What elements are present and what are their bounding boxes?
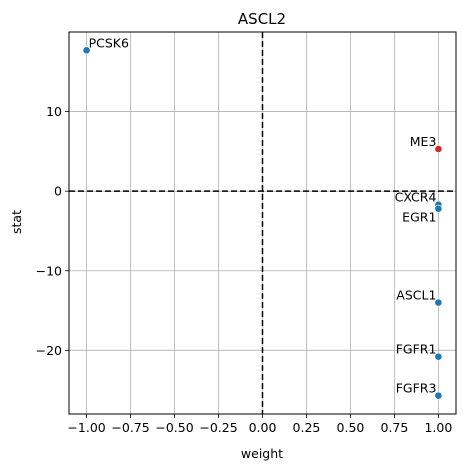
point-label: EGR1 (402, 210, 436, 225)
data-point (434, 298, 443, 307)
x-tick-label: −0.50 (155, 420, 193, 435)
y-tick-label: −20 (36, 343, 62, 358)
y-tick-label: 0 (54, 184, 62, 199)
point-label: ASCL1 (396, 288, 436, 303)
data-point (82, 46, 91, 55)
x-tick-label: −0.25 (199, 420, 237, 435)
data-point (434, 352, 443, 361)
x-tick-label: 0.50 (337, 420, 365, 435)
point-label: FGFR1 (396, 342, 437, 357)
ticks-layer: −1.00 −0.75 −0.50 −0.25 0.00 0.25 0.50 0.75 1.00… (36, 104, 453, 435)
y-axis-label: stat (9, 210, 24, 234)
points-layer: PCSK6 ME3 CXCR4 EGR1 ASCL1 FGFR1 FGFR3 (82, 35, 443, 400)
x-tick-label: 1.00 (424, 420, 452, 435)
x-tick-label: 0.75 (381, 420, 409, 435)
y-tick-label: 10 (46, 104, 62, 119)
data-point (434, 145, 443, 153)
x-tick-label: 0.25 (293, 420, 321, 435)
data-point (434, 391, 443, 400)
point-label: FGFR3 (396, 381, 437, 396)
point-label: ME3 (410, 134, 437, 149)
x-tick-label: 0.00 (249, 420, 277, 435)
x-tick-label: −1.00 (67, 420, 105, 435)
reference-lines (69, 32, 456, 414)
x-axis-label: weight (241, 446, 283, 461)
x-tick-label: −0.75 (111, 420, 149, 435)
point-label: PCSK6 (89, 35, 129, 50)
chart-title: ASCL2 (238, 10, 286, 28)
point-label: CXCR4 (395, 190, 437, 205)
y-tick-label: −10 (36, 263, 62, 278)
data-point (434, 204, 443, 213)
